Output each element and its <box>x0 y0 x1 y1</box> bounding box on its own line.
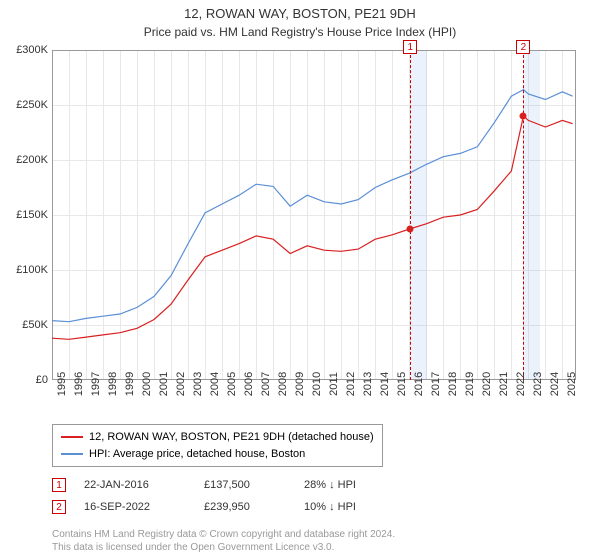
legend-swatch <box>61 453 83 455</box>
x-tick-label: 1999 <box>124 372 136 396</box>
x-tick-label: 1995 <box>56 372 68 396</box>
sale-row-1: 1 22-JAN-2016 £137,500 28% ↓ HPI <box>52 478 404 492</box>
x-tick-label: 2009 <box>294 372 306 396</box>
sale-date: 22-JAN-2016 <box>84 479 204 491</box>
sale-diff: 10% ↓ HPI <box>304 501 404 513</box>
x-tick-label: 1997 <box>90 372 102 396</box>
x-tick-label: 2021 <box>498 372 510 396</box>
chart-container: 12, ROWAN WAY, BOSTON, PE21 9DH Price pa… <box>0 0 600 560</box>
x-tick-label: 2008 <box>277 372 289 396</box>
x-tick-label: 2014 <box>379 372 391 396</box>
marker-dot <box>520 113 527 120</box>
legend-item-hpi: HPI: Average price, detached house, Bost… <box>61 446 374 463</box>
legend-label: 12, ROWAN WAY, BOSTON, PE21 9DH (detache… <box>89 429 374 446</box>
marker-badge: 2 <box>516 40 530 54</box>
marker-dot <box>407 225 414 232</box>
x-tick-label: 2005 <box>226 372 238 396</box>
x-tick-label: 2017 <box>430 372 442 396</box>
y-tick-label: £50K <box>22 319 48 331</box>
x-tick-label: 2024 <box>549 372 561 396</box>
series-hpi <box>52 90 573 322</box>
x-tick-label: 2025 <box>566 372 578 396</box>
x-tick-label: 2023 <box>532 372 544 396</box>
x-tick-label: 2010 <box>311 372 323 396</box>
y-tick-label: £300K <box>16 44 48 56</box>
chart-lines <box>52 50 576 380</box>
x-tick-label: 2016 <box>413 372 425 396</box>
x-tick-label: 2002 <box>175 372 187 396</box>
x-tick-label: 1996 <box>73 372 85 396</box>
x-tick-label: 2004 <box>209 372 221 396</box>
y-tick-label: £0 <box>36 374 48 386</box>
x-tick-label: 2003 <box>192 372 204 396</box>
footnote-line: This data is licensed under the Open Gov… <box>52 541 395 554</box>
x-tick-label: 2015 <box>396 372 408 396</box>
marker-badge: 1 <box>403 40 417 54</box>
x-tick-label: 2018 <box>447 372 459 396</box>
sale-date: 16-SEP-2022 <box>84 501 204 513</box>
y-tick-label: £250K <box>16 99 48 111</box>
sale-row-2: 2 16-SEP-2022 £239,950 10% ↓ HPI <box>52 500 404 514</box>
x-tick-label: 2019 <box>464 372 476 396</box>
chart-subtitle: Price paid vs. HM Land Registry's House … <box>0 23 600 39</box>
y-tick-label: £100K <box>16 264 48 276</box>
y-tick-label: £150K <box>16 209 48 221</box>
x-tick-label: 2000 <box>141 372 153 396</box>
x-tick-label: 2011 <box>328 372 340 396</box>
x-tick-label: 2007 <box>260 372 272 396</box>
legend-swatch <box>61 436 83 438</box>
sale-price: £137,500 <box>204 479 304 491</box>
y-tick-label: £200K <box>16 154 48 166</box>
x-tick-label: 2006 <box>243 372 255 396</box>
x-tick-label: 1998 <box>107 372 119 396</box>
legend-item-property: 12, ROWAN WAY, BOSTON, PE21 9DH (detache… <box>61 429 374 446</box>
sale-marker-badge: 2 <box>52 500 66 514</box>
x-tick-label: 2001 <box>158 372 170 396</box>
sale-marker-badge: 1 <box>52 478 66 492</box>
x-tick-label: 2012 <box>345 372 357 396</box>
legend: 12, ROWAN WAY, BOSTON, PE21 9DH (detache… <box>52 424 383 467</box>
sale-diff: 28% ↓ HPI <box>304 479 404 491</box>
sale-price: £239,950 <box>204 501 304 513</box>
chart-title: 12, ROWAN WAY, BOSTON, PE21 9DH <box>0 0 600 23</box>
footnote: Contains HM Land Registry data © Crown c… <box>52 528 395 554</box>
x-tick-label: 2013 <box>362 372 374 396</box>
footnote-line: Contains HM Land Registry data © Crown c… <box>52 528 395 541</box>
legend-label: HPI: Average price, detached house, Bost… <box>89 446 305 463</box>
series-property <box>52 116 573 339</box>
x-tick-label: 2020 <box>481 372 493 396</box>
x-tick-label: 2022 <box>515 372 527 396</box>
